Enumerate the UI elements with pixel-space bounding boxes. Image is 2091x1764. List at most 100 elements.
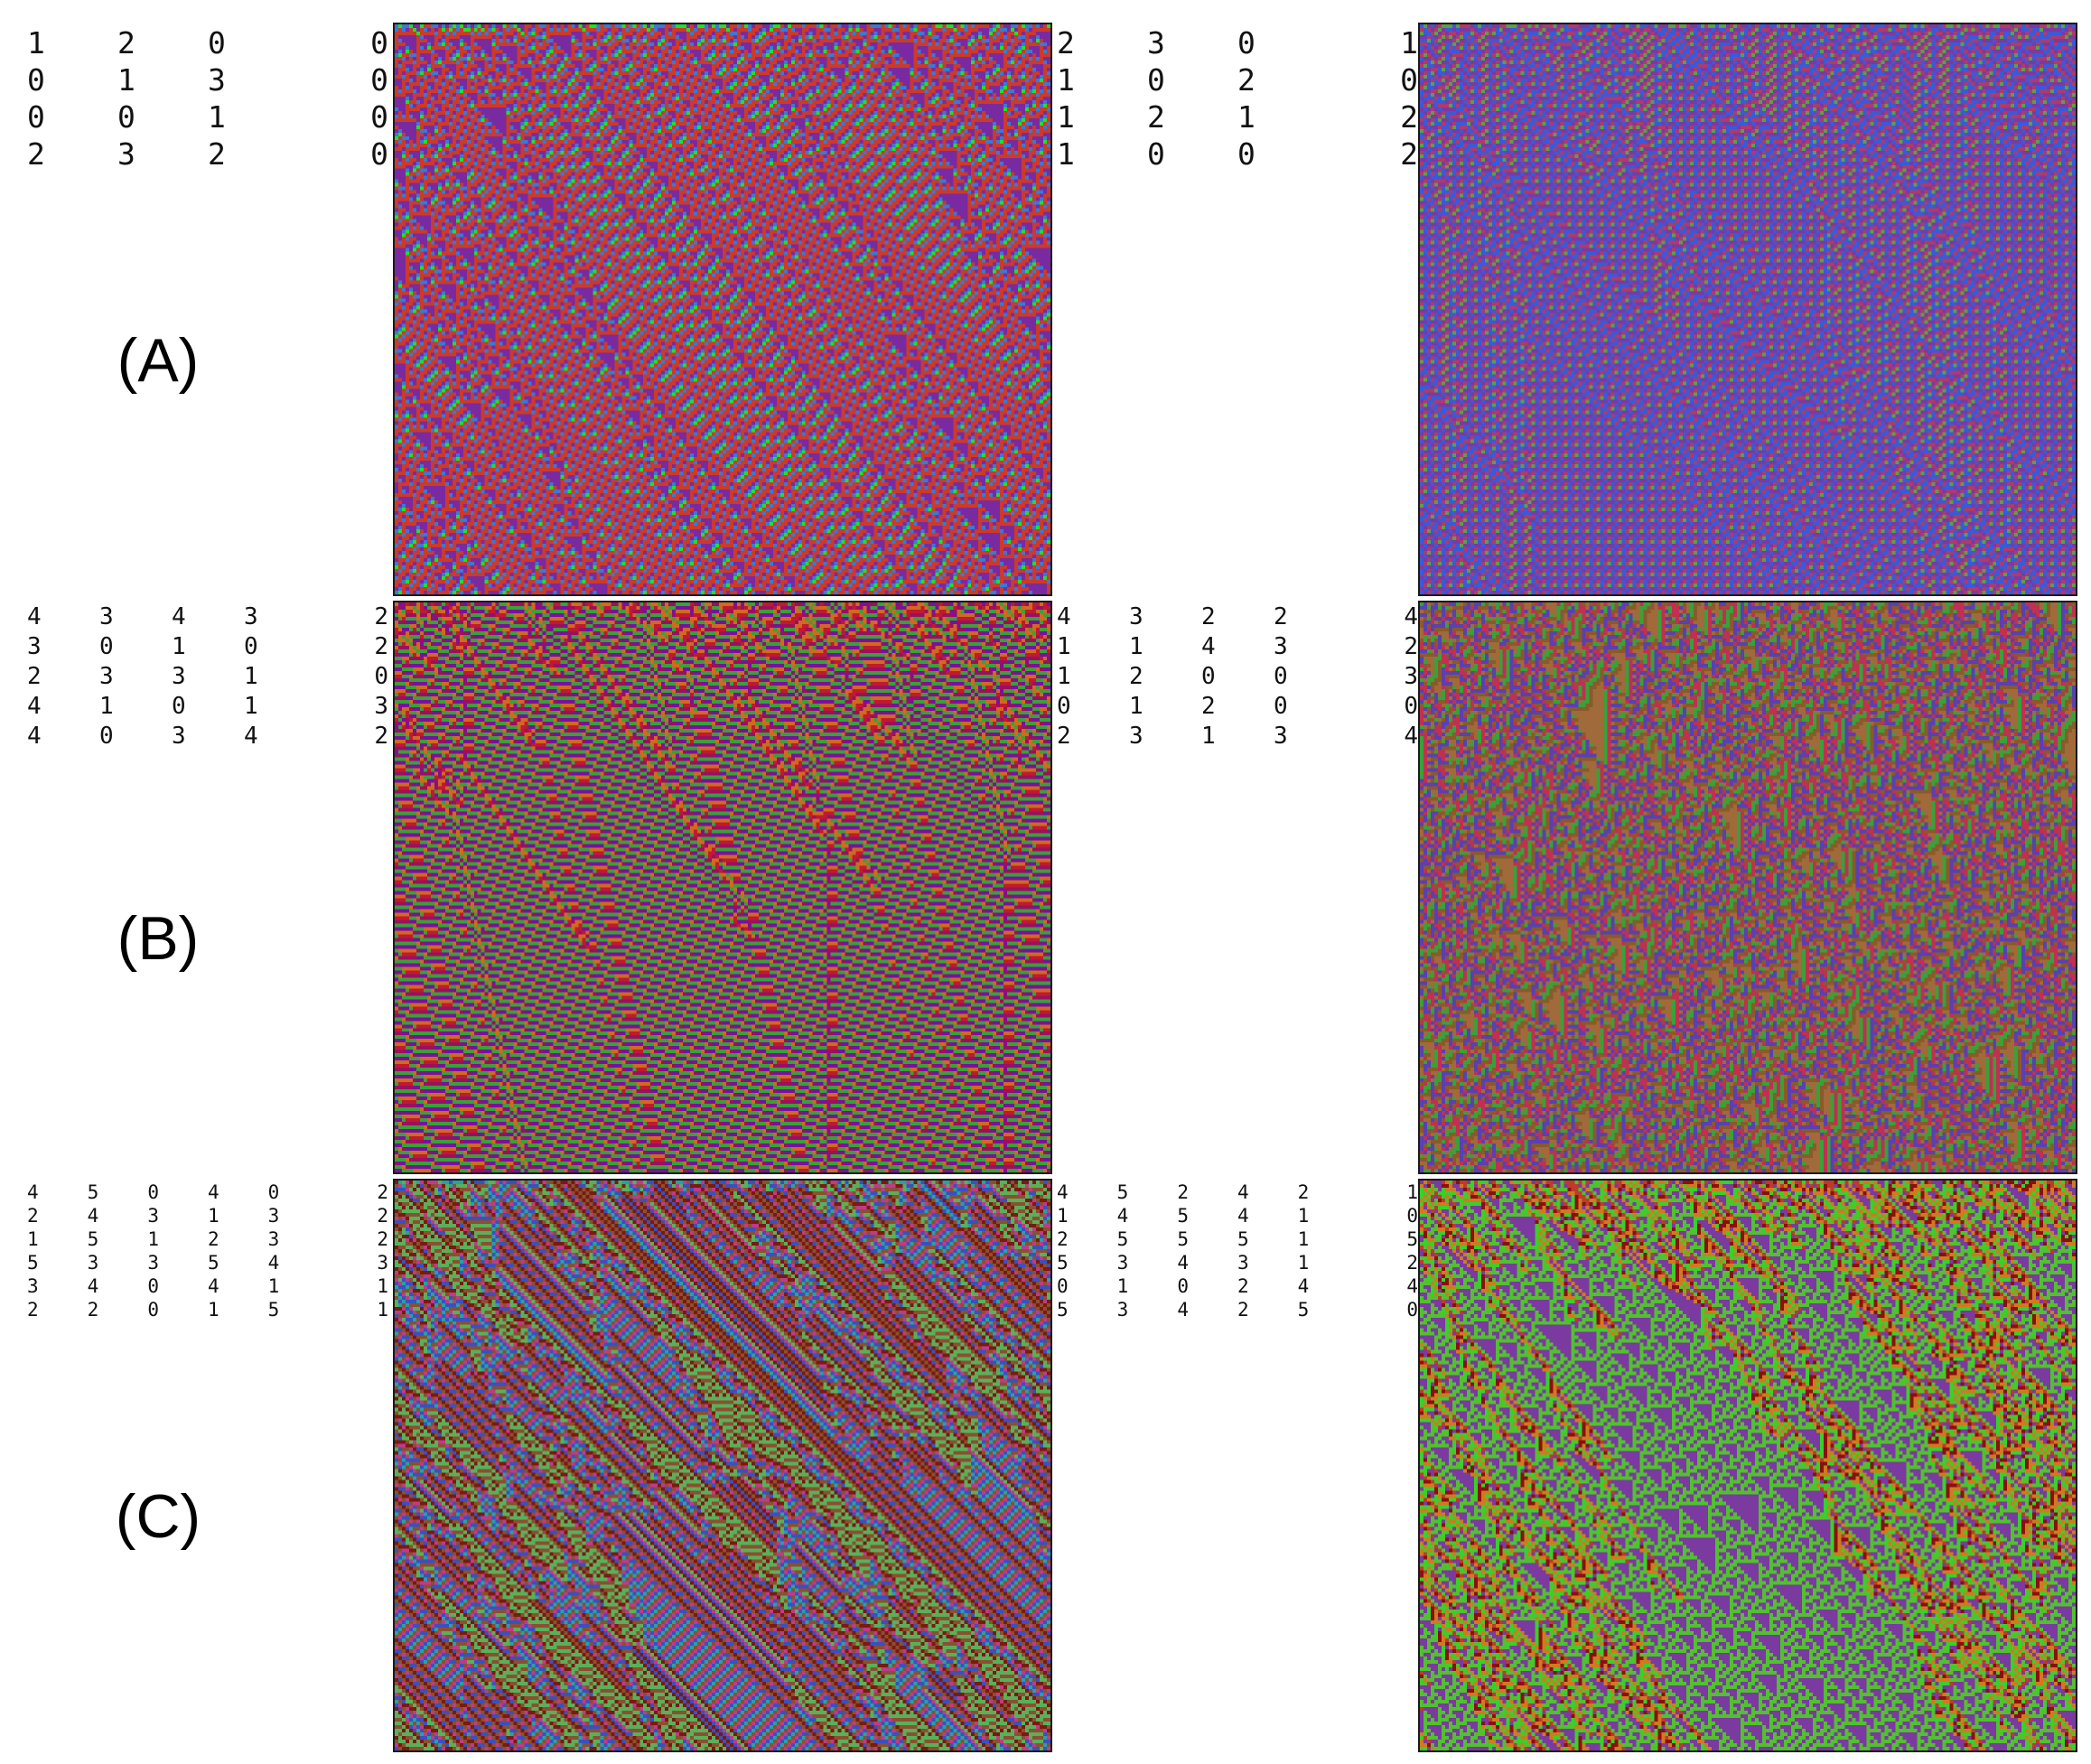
rule-cell: 1 — [267, 1275, 280, 1297]
rule-cell: 2 — [1201, 693, 1216, 720]
rule-cell: 1 — [1129, 693, 1144, 720]
ca-evolution-image — [1420, 602, 2076, 1172]
rule-cell: 1 — [1057, 633, 1071, 660]
rule-cell: 2 — [1406, 1252, 1418, 1274]
rule-cell: 3 — [172, 663, 186, 690]
rule-cell: 3 — [99, 603, 114, 630]
rule-cell: 2 — [374, 603, 388, 630]
rule-cell: 3 — [267, 1205, 280, 1227]
rule-cell: 4 — [27, 693, 42, 720]
rule-cell: 4 — [27, 1181, 39, 1203]
rule-cell: 1 — [244, 663, 258, 690]
rule-cell: 0 — [1274, 693, 1288, 720]
rule-cell: 5 — [1297, 1299, 1310, 1321]
rule-cell: 4 — [1237, 1181, 1249, 1203]
rule-cell: 2 — [1400, 99, 1418, 135]
rule-cell: 4 — [172, 603, 186, 630]
rule-cell: 0 — [147, 1181, 159, 1203]
ca-evolution-panel-0-1 — [1418, 23, 2077, 596]
rule-cell: 2 — [377, 1205, 388, 1227]
rule-cell: 0 — [370, 136, 388, 172]
rule-cell: 4 — [1177, 1252, 1189, 1274]
rule-cell: 4 — [1297, 1275, 1310, 1297]
rule-cell: 1 — [147, 1228, 159, 1250]
rule-cell: 0 — [99, 633, 114, 660]
row-label-1: (B) — [117, 904, 200, 973]
rule-cell: 3 — [267, 1228, 280, 1250]
rule-cell: 2 — [1057, 723, 1071, 750]
rule-cell: 4 — [1057, 1181, 1069, 1203]
rule-cell: 5 — [87, 1228, 99, 1250]
rule-cell: 3 — [147, 1205, 159, 1227]
rule-cell: 0 — [172, 693, 186, 720]
rule-cell: 2 — [27, 663, 42, 690]
rule-cell: 2 — [1237, 62, 1256, 98]
rule-cell: 1 — [1057, 136, 1075, 172]
rule-cell: 1 — [117, 62, 135, 98]
rule-cell: 3 — [1147, 25, 1165, 61]
rule-cell: 1 — [27, 1228, 39, 1250]
rule-cell: 0 — [370, 25, 388, 61]
rule-cell: 2 — [27, 1205, 39, 1227]
rule-cell: 3 — [1116, 1299, 1129, 1321]
row-label-2: (C) — [115, 1482, 201, 1551]
rule-cell: 0 — [374, 663, 388, 690]
rule-cell: 4 — [244, 723, 258, 750]
rule-cell: 4 — [27, 723, 42, 750]
rule-cell: 2 — [1237, 1275, 1249, 1297]
rule-cell: 2 — [377, 1181, 388, 1203]
rule-cell: 5 — [27, 1252, 39, 1274]
rule-cell: 0 — [1057, 1275, 1069, 1297]
rule-cell: 0 — [1274, 663, 1288, 690]
rule-cell: 5 — [1116, 1181, 1129, 1203]
ca-evolution-panel-1-1 — [1418, 601, 2077, 1174]
rule-cell: 2 — [1147, 99, 1165, 135]
rule-cell: 1 — [1297, 1252, 1310, 1274]
rule-cell: 2 — [1057, 25, 1075, 61]
rule-cell: 1 — [244, 693, 258, 720]
rule-cell: 2 — [208, 136, 226, 172]
rule-cell: 5 — [1116, 1228, 1129, 1250]
rule-cell: 0 — [147, 1299, 159, 1321]
rule-cell: 2 — [1400, 136, 1418, 172]
rule-cell: 4 — [207, 1275, 219, 1297]
rule-cell: 0 — [117, 99, 135, 135]
ca-evolution-panel-2-0 — [393, 1179, 1052, 1752]
rule-cell: 3 — [208, 62, 226, 98]
rule-cell: 5 — [267, 1299, 280, 1321]
rule-cell: 0 — [27, 62, 45, 98]
rule-cell: 2 — [27, 136, 45, 172]
rule-cell: 2 — [374, 633, 388, 660]
rule-cell: 4 — [1177, 1299, 1189, 1321]
rule-cell: 1 — [1297, 1228, 1310, 1250]
rule-cell: 2 — [87, 1299, 99, 1321]
rule-cell: 3 — [377, 1252, 388, 1274]
rule-cell: 2 — [1177, 1181, 1189, 1203]
rule-cell: 3 — [244, 603, 258, 630]
rule-cell: 0 — [1406, 1299, 1418, 1321]
rule-cell: 5 — [87, 1181, 99, 1203]
rule-cell: 0 — [1406, 1205, 1418, 1227]
rule-cell: 1 — [1237, 99, 1256, 135]
rule-cell: 5 — [207, 1252, 219, 1274]
rule-cell: 5 — [1057, 1299, 1069, 1321]
rule-cell: 4 — [207, 1181, 219, 1203]
rule-cell: 4 — [1057, 603, 1071, 630]
ca-evolution-image — [1420, 24, 2076, 594]
rule-cell: 4 — [1406, 1275, 1418, 1297]
rule-cell: 1 — [208, 99, 226, 135]
rule-cell: 1 — [99, 693, 114, 720]
rule-cell: 2 — [1129, 663, 1144, 690]
rule-cell: 0 — [1057, 693, 1071, 720]
rule-cell: 2 — [207, 1228, 219, 1250]
rule-cell: 0 — [1400, 62, 1418, 98]
rule-cell: 1 — [1400, 25, 1418, 61]
rule-cell: 3 — [374, 693, 388, 720]
rule-cell: 1 — [27, 25, 45, 61]
ca-evolution-panel-1-0 — [393, 601, 1052, 1174]
rule-cell: 1 — [1129, 633, 1144, 660]
row-label-0: (A) — [117, 326, 200, 395]
rule-cell: 5 — [1177, 1228, 1189, 1250]
rule-cell: 3 — [87, 1252, 99, 1274]
